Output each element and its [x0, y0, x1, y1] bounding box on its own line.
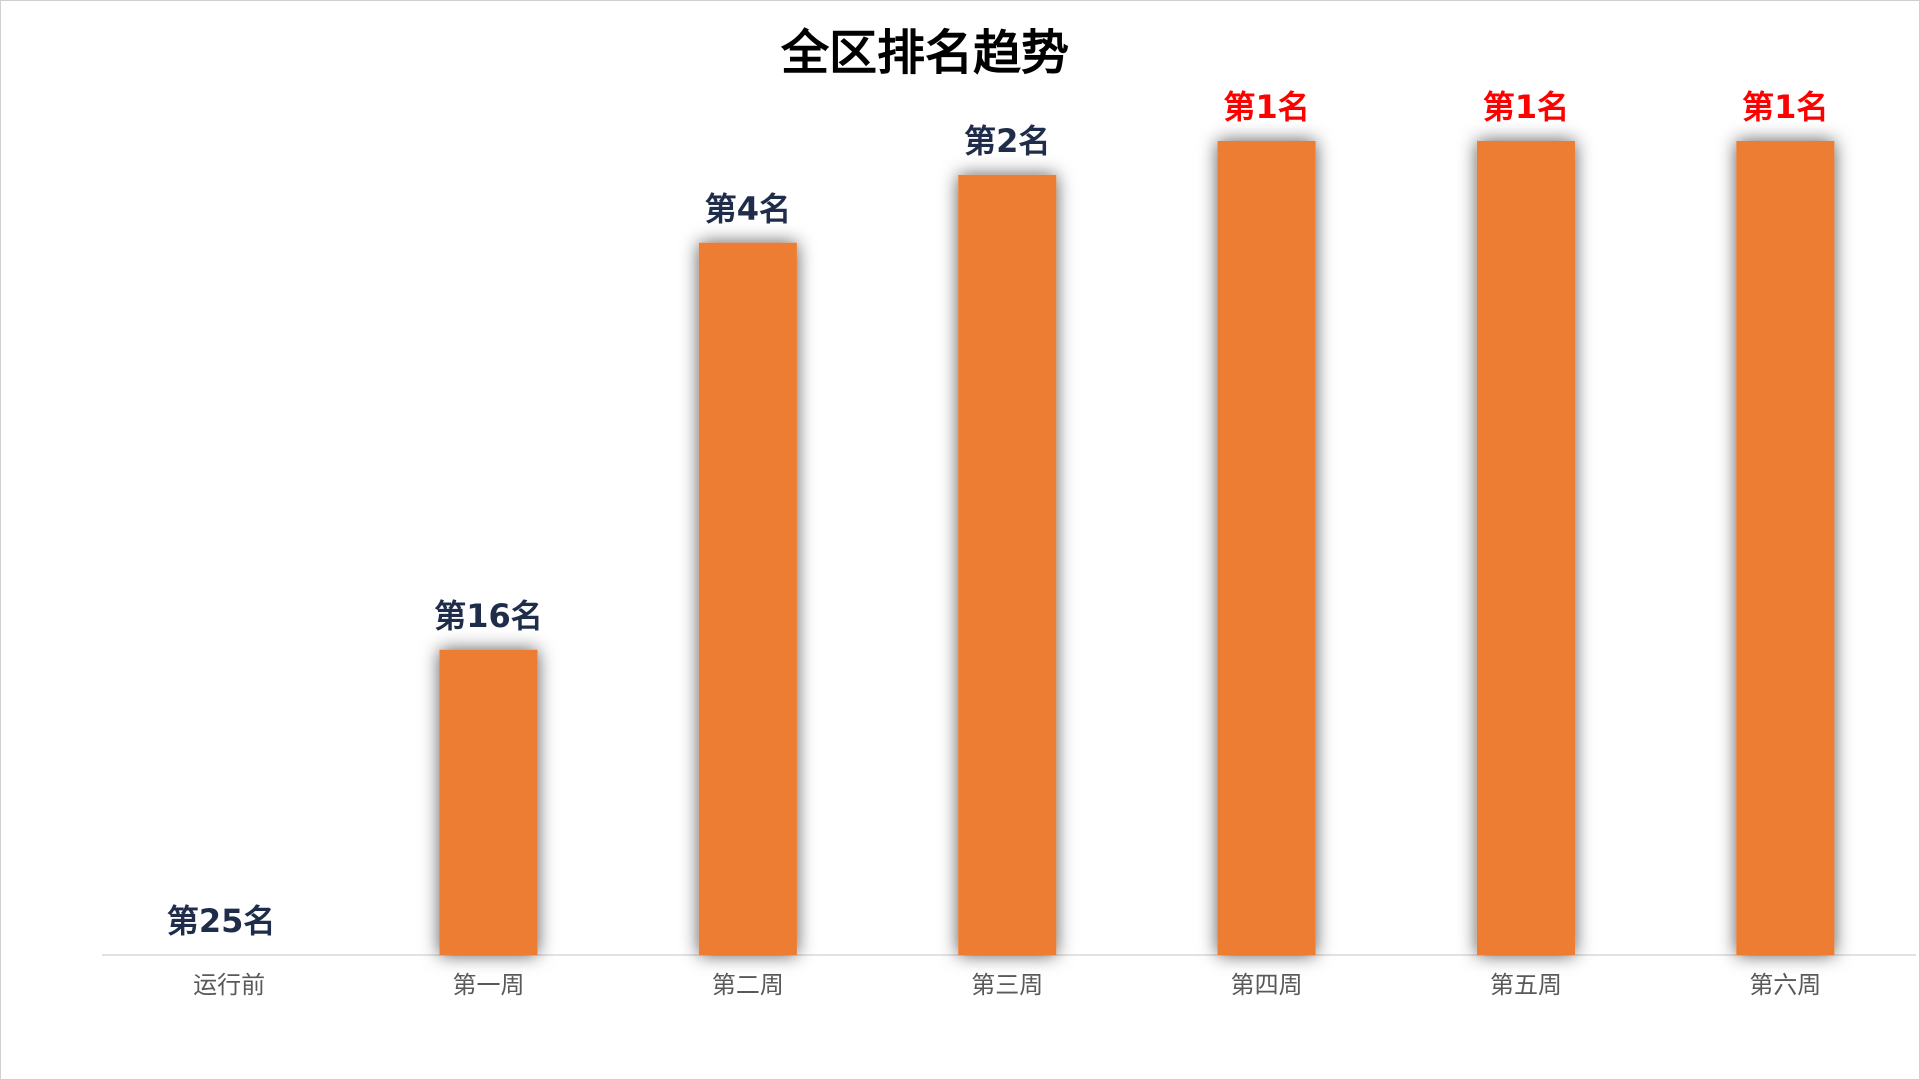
data-label: 第1名	[1483, 88, 1569, 126]
chart-title: 全区排名趋势	[780, 25, 1069, 81]
x-tick-label: 第三周	[971, 971, 1043, 999]
data-label: 第16名	[434, 597, 543, 635]
bar	[439, 649, 538, 955]
x-tick-label: 第一周	[453, 971, 525, 999]
bar	[1476, 141, 1575, 955]
data-label: 第25名	[167, 902, 276, 940]
x-tick-label: 第二周	[712, 971, 784, 999]
x-tick-label: 第五周	[1490, 971, 1562, 999]
x-tick-label: 第四周	[1231, 971, 1303, 999]
data-label: 第1名	[1223, 88, 1309, 126]
bar	[1736, 141, 1835, 955]
x-tick-label: 第六周	[1749, 971, 1821, 999]
bar	[958, 174, 1057, 955]
data-label: 第1名	[1742, 88, 1828, 126]
bar	[1217, 141, 1316, 955]
data-label: 第2名	[964, 122, 1050, 160]
data-label: 第4名	[705, 190, 791, 228]
bar	[698, 242, 797, 955]
x-tick-label: 运行前	[193, 971, 265, 999]
